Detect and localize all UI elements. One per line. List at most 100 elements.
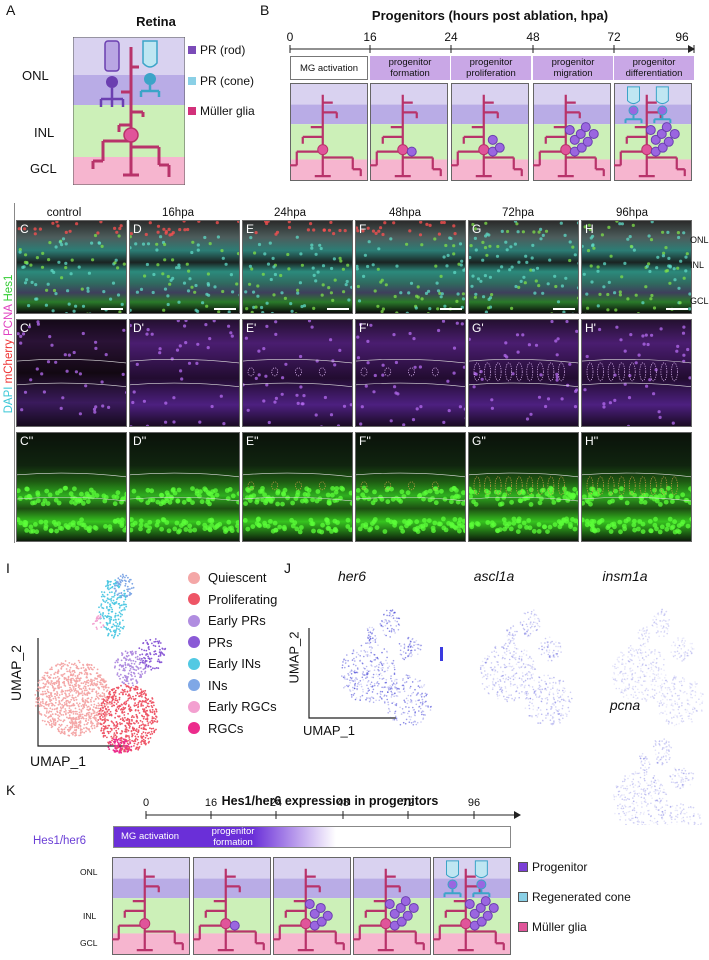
k-legend-cone: Regenerated cone (518, 890, 631, 904)
micrograph-letter: E (246, 222, 255, 236)
cluster-swatch (188, 571, 200, 584)
progenitor-cell (656, 128, 667, 139)
hes1-stage-schematic (351, 857, 431, 960)
k-stage-progenitor-formation: progenitor formation (211, 826, 255, 848)
timeline-axis-b (289, 45, 695, 53)
micrograph-panel: G'' (468, 432, 579, 542)
cluster-swatch (188, 593, 200, 605)
umap-cluster-points (113, 650, 147, 687)
condition-24hpa: 24hpa (274, 207, 306, 219)
umap-cluster-points (107, 738, 133, 754)
regenerated-cone-nucleus (628, 105, 639, 116)
cluster-swatch (188, 614, 200, 627)
umap-cluster-points (113, 573, 135, 599)
regenerated-cone-outer (474, 860, 488, 879)
umap-i-ylabel: UMAP_2 (8, 644, 25, 702)
hes1-stage-schematic (191, 857, 271, 960)
gene-insm1a: insm1a (602, 568, 648, 584)
progenitor-cell (408, 902, 419, 913)
regenerated-cone-outer (627, 86, 640, 105)
micrograph-letter: C'' (20, 434, 34, 448)
tick-b-48: 48 (526, 30, 540, 44)
progenitor-cell (657, 142, 668, 153)
micrograph-letter: E'' (246, 434, 259, 448)
progenitor-cell (315, 902, 326, 913)
progenitor-stage-schematic (449, 83, 529, 186)
umap-cluster-points (97, 683, 159, 753)
gene-expression-points (479, 609, 573, 726)
umap-j-xlabel: UMAP_1 (303, 723, 356, 738)
hes1-stage-schematic (431, 857, 511, 960)
muller-glia-nucleus (139, 918, 151, 930)
umap-cluster-plot (34, 573, 167, 754)
micrograph-panel: D (129, 220, 240, 314)
progenitor-cell (322, 910, 333, 921)
panel-b-title: Progenitors (hours post ablation, hpa) (371, 8, 609, 23)
progenitor-cell (229, 920, 240, 931)
micrograph-panel: H'' (581, 432, 692, 542)
micrograph-panel: D'' (129, 432, 240, 542)
cluster-legend-item: RGCs (188, 721, 243, 736)
panel-label-b: B (260, 2, 270, 18)
muller-glia-processes (110, 868, 184, 952)
stage-progenitor-proliferation: progenitor proliferation (451, 56, 531, 80)
regenerated-cone-nucleus (447, 879, 458, 890)
cluster-name: Early PRs (208, 613, 266, 628)
progenitor-cell (580, 122, 591, 133)
tick-k-0: 0 (142, 797, 150, 809)
muller-glia-processes (449, 94, 523, 178)
cone-nucleus (144, 73, 156, 85)
cluster-name: INs (208, 677, 228, 693)
progenitor-cell (464, 899, 475, 910)
cluster-swatch (188, 657, 200, 670)
tick-k-24: 24 (269, 797, 283, 809)
cluster-legend-item: Early RGCs (188, 699, 277, 714)
stage-progenitor-formation: progenitor formation (370, 56, 450, 80)
micrograph-letter: H (585, 222, 594, 236)
progenitor-cell (482, 910, 493, 921)
micrograph-panel: C (16, 220, 127, 314)
gene-pcna: pcna (609, 697, 641, 713)
cluster-name: RGCs (208, 720, 244, 736)
progenitor-cell (661, 122, 672, 133)
tick-b-24: 24 (444, 30, 458, 44)
muller-glia-processes (191, 868, 265, 952)
muller-glia-processes (531, 94, 605, 178)
legend-rod: PR (rod) (188, 43, 245, 57)
progenitor-stage-schematic (368, 83, 448, 186)
panel-label-a: A (6, 2, 16, 18)
tick-b-72: 72 (607, 30, 621, 44)
progenitor-cell (487, 134, 498, 145)
stage-progenitor-migration: progenitor migration (533, 56, 613, 80)
micrograph-letter: H'' (585, 434, 599, 448)
cluster-name: PRs (208, 634, 233, 650)
micrograph-panel: G (468, 220, 579, 314)
muller-glia-nucleus (397, 144, 409, 156)
panel-label-i: I (6, 560, 10, 576)
regenerated-cone-outer (446, 860, 459, 879)
cluster-swatch (188, 700, 200, 713)
micrograph-panel: E (242, 220, 353, 314)
progenitor-cell (564, 125, 575, 136)
legend-muller: Müller glia (188, 104, 255, 118)
tick-k-96: 96 (467, 797, 481, 809)
muller-glia-processes (351, 868, 425, 952)
micrograph-letter: E' (246, 321, 257, 335)
cone-outer-segment (142, 40, 158, 68)
muller-glia-processes (612, 94, 686, 178)
tick-k-48: 48 (336, 797, 350, 809)
condition-48hpa: 48hpa (389, 207, 421, 219)
gene-her6: her6 (337, 568, 367, 584)
micrograph-letter: D (133, 222, 142, 236)
stain-bracket (14, 203, 15, 543)
hes1-expression-bar (113, 826, 511, 848)
micrograph-panel: H (581, 220, 692, 314)
muller-glia-nucleus (478, 144, 490, 156)
tick-k-16: 16 (204, 797, 218, 809)
micrograph-panel: G' (468, 319, 579, 427)
muller-glia-nucleus (560, 144, 572, 156)
layer-gcl-label: GCL (30, 161, 57, 176)
layer-onl-label: ONL (22, 68, 49, 83)
progenitor-cell (475, 902, 486, 913)
gene-expression-points (341, 609, 432, 726)
